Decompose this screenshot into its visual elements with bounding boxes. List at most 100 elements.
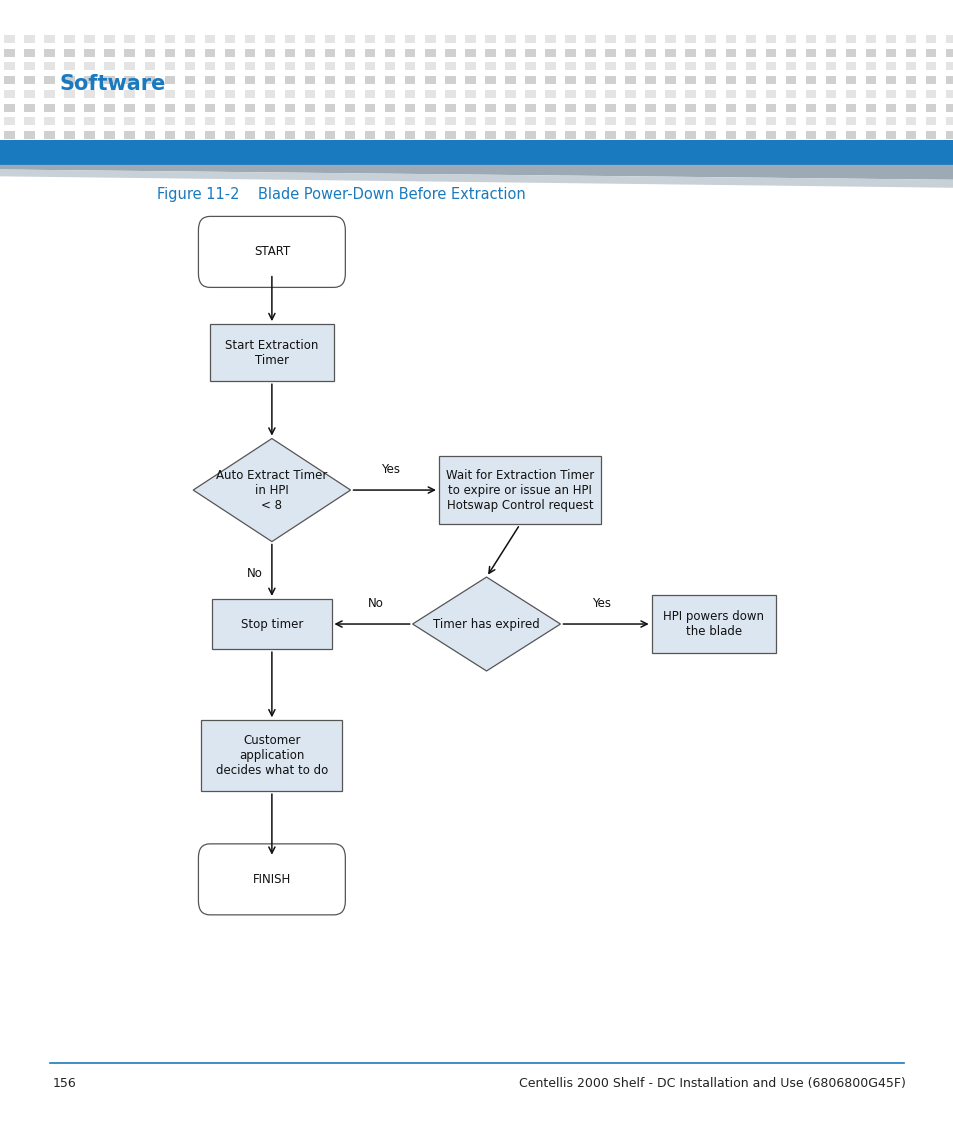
Bar <box>585 117 595 125</box>
Bar <box>644 89 655 97</box>
Bar <box>164 131 174 139</box>
Bar <box>0 140 953 165</box>
Bar <box>484 76 496 84</box>
Text: Yes: Yes <box>592 598 610 610</box>
Bar <box>44 62 54 70</box>
Bar <box>84 76 94 84</box>
Bar <box>745 76 755 84</box>
Bar <box>444 76 456 84</box>
Bar <box>564 89 576 97</box>
Bar <box>745 62 755 70</box>
Bar <box>404 62 415 70</box>
Bar <box>585 62 595 70</box>
Bar <box>5 76 15 84</box>
Bar <box>64 48 74 56</box>
Bar <box>804 34 815 42</box>
Bar <box>604 76 616 84</box>
Bar <box>184 76 194 84</box>
Bar <box>944 48 953 56</box>
Bar <box>364 76 375 84</box>
Bar <box>745 131 755 139</box>
Bar <box>745 48 755 56</box>
Bar <box>785 117 795 125</box>
Bar <box>25 48 34 56</box>
Bar <box>724 62 735 70</box>
Bar <box>145 34 154 42</box>
Bar <box>924 103 935 111</box>
Bar <box>124 48 135 56</box>
Bar <box>284 117 295 125</box>
Bar <box>505 89 515 97</box>
Bar <box>404 89 415 97</box>
Bar <box>564 48 576 56</box>
Bar <box>444 117 456 125</box>
Bar <box>904 62 915 70</box>
Bar <box>844 34 856 42</box>
Bar <box>865 48 875 56</box>
Bar <box>225 62 234 70</box>
Bar <box>84 48 94 56</box>
Bar <box>324 62 335 70</box>
Bar <box>284 76 295 84</box>
Bar <box>865 131 875 139</box>
Bar <box>264 131 274 139</box>
Bar <box>5 117 15 125</box>
Bar <box>464 62 475 70</box>
Bar <box>505 34 515 42</box>
Bar <box>785 34 795 42</box>
Bar <box>524 76 536 84</box>
Bar <box>324 76 335 84</box>
Bar <box>438 456 600 524</box>
Bar <box>904 34 915 42</box>
Bar <box>225 76 234 84</box>
Bar <box>404 76 415 84</box>
Bar <box>64 103 74 111</box>
Bar <box>84 103 94 111</box>
Bar <box>124 131 135 139</box>
Bar <box>284 62 295 70</box>
Bar <box>424 48 435 56</box>
Bar <box>324 117 335 125</box>
Bar <box>225 34 234 42</box>
Bar <box>644 131 655 139</box>
Bar <box>404 34 415 42</box>
Bar <box>684 48 696 56</box>
Bar <box>444 103 456 111</box>
Bar <box>264 48 274 56</box>
Bar <box>384 76 395 84</box>
Bar <box>384 117 395 125</box>
Bar <box>764 131 776 139</box>
Bar <box>464 48 475 56</box>
Bar <box>544 103 555 111</box>
Bar <box>44 48 54 56</box>
Text: No: No <box>368 598 384 610</box>
Bar <box>544 34 555 42</box>
Bar <box>684 131 696 139</box>
Bar <box>164 117 174 125</box>
Bar <box>324 34 335 42</box>
Bar <box>424 76 435 84</box>
Bar <box>284 131 295 139</box>
Bar <box>204 117 214 125</box>
Text: Figure 11-2    Blade Power-Down Before Extraction: Figure 11-2 Blade Power-Down Before Extr… <box>157 187 526 203</box>
Bar <box>164 48 174 56</box>
Bar <box>44 117 54 125</box>
Bar <box>764 117 776 125</box>
Bar <box>844 117 856 125</box>
Bar <box>665 89 675 97</box>
Bar <box>944 103 953 111</box>
Bar <box>204 48 214 56</box>
Bar <box>824 48 835 56</box>
Bar <box>644 48 655 56</box>
Bar <box>884 89 896 97</box>
Bar <box>524 131 536 139</box>
Bar <box>684 34 696 42</box>
Bar <box>844 103 856 111</box>
Bar <box>624 89 635 97</box>
Bar <box>145 117 154 125</box>
Bar <box>884 76 896 84</box>
Bar <box>665 34 675 42</box>
Bar <box>704 34 715 42</box>
Bar <box>865 117 875 125</box>
Bar <box>944 76 953 84</box>
